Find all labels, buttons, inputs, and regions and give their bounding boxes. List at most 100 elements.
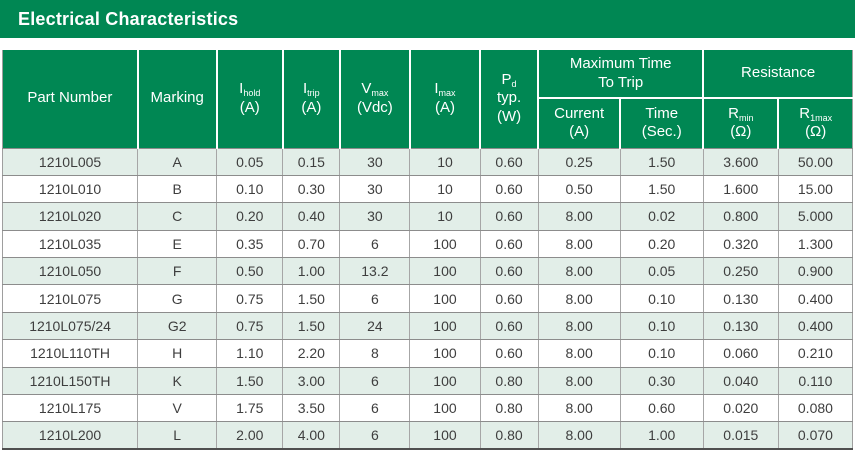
table-cell: 0.75 <box>216 284 284 313</box>
table-cell: 0.250 <box>703 257 779 286</box>
table-row: 1210L075/24 G2 0.75 1.50 24 100 0.60 8.00 0.10 0.… <box>2 312 853 341</box>
table-cell: 0.020 <box>703 394 779 423</box>
current-label: Current <box>554 104 605 122</box>
table-cell: 8.00 <box>538 230 621 259</box>
r-min-symbol: R <box>728 104 739 122</box>
r-1max-subscript: 1max <box>810 112 833 123</box>
table-cell: 50.00 <box>778 148 853 176</box>
table-cell: 1210L110TH <box>2 339 139 368</box>
table-cell: 0.02 <box>620 202 704 231</box>
table-row: 1210L150TH K 1.50 3.00 6 100 0.80 8.00 0.30 0.040… <box>2 367 853 396</box>
i-hold-symbol: I <box>239 80 244 97</box>
table-cell: A <box>137 148 218 176</box>
i-trip-subscript: trip <box>307 88 320 98</box>
table-cell: 0.70 <box>282 230 341 259</box>
table-cell: 8 <box>339 339 411 368</box>
table-cell: E <box>137 230 218 259</box>
table-cell: 8.00 <box>538 339 621 368</box>
col-header-r-min: Rmin (Ω) <box>703 97 780 149</box>
table-row: 1210L050 F 0.50 1.00 13.2 100 0.60 8.00 0.05 0.25… <box>2 257 853 286</box>
table-cell: 30 <box>339 175 411 204</box>
i-trip-symbol: I <box>302 80 308 97</box>
i-max-symbol: I <box>434 80 439 97</box>
table-cell: 0.10 <box>620 284 704 313</box>
pd-typ-label: typ. <box>496 89 522 107</box>
table-row: 1210L005 A 0.05 0.15 30 10 0.60 0.25 1.50 3.600 50… <box>2 148 853 176</box>
table-cell: 0.60 <box>480 202 539 231</box>
table-cell: 10 <box>409 148 481 176</box>
table-cell: 30 <box>339 202 411 231</box>
v-max-symbol: V <box>361 80 372 97</box>
table-cell: 0.400 <box>778 312 853 341</box>
col-header-v-max: Vmax (Vdc) <box>339 50 411 149</box>
table-cell: 0.50 <box>538 175 621 204</box>
section-title: Electrical Characteristics <box>18 8 239 29</box>
table-cell: 0.210 <box>778 339 853 368</box>
table-cell: 8.00 <box>538 284 621 313</box>
table-cell: 0.60 <box>620 394 704 423</box>
table-cell: 2.00 <box>216 421 284 450</box>
table-cell: G <box>137 284 218 313</box>
table-cell: 0.80 <box>480 421 539 450</box>
table-row: 1210L035 E 0.35 0.70 6 100 0.60 8.00 0.20 0.320 1.… <box>2 230 853 259</box>
table-row: 1210L075 G 0.75 1.50 6 100 0.60 8.00 0.10 0.130 0.… <box>2 284 853 313</box>
table-cell: 1210L075 <box>2 284 139 313</box>
table-cell: 0.60 <box>480 230 539 259</box>
table-cell: 0.15 <box>282 148 341 176</box>
table-cell: 0.10 <box>620 339 704 368</box>
table-cell: 0.900 <box>778 257 853 286</box>
table-cell: H <box>137 339 218 368</box>
col-header-time: Time (Sec.) <box>620 97 705 149</box>
table-row: 1210L200 L 2.00 4.00 6 100 0.80 8.00 1.00 0.015 0.… <box>2 421 853 450</box>
table-cell: 8.00 <box>538 421 621 450</box>
r-min-subscript: min <box>738 112 754 123</box>
table-cell: 0.060 <box>703 339 779 368</box>
time-label: Time <box>645 104 679 122</box>
table-cell: 0.75 <box>216 312 284 341</box>
table-cell: 0.080 <box>778 394 853 423</box>
table-cell: 1.75 <box>216 394 284 423</box>
table-cell: 5.000 <box>778 202 853 231</box>
table-cell: 0.015 <box>703 421 779 450</box>
table-row: 1210L010 B 0.10 0.30 30 10 0.60 0.50 1.50 1.600 15… <box>2 175 853 204</box>
pd-subscript: d <box>511 78 517 89</box>
table-cell: 0.60 <box>480 339 539 368</box>
table-cell: 6 <box>339 230 411 259</box>
table-cell: 0.60 <box>480 312 539 341</box>
group-header-resistance: Resistance <box>703 50 854 99</box>
v-max-subscript: max <box>371 88 389 98</box>
v-max-unit: (Vdc) <box>356 98 393 116</box>
table-cell: 100 <box>409 312 481 341</box>
table-cell: C <box>137 202 218 231</box>
table-cell: 0.800 <box>703 202 779 231</box>
table-cell: 8.00 <box>538 394 621 423</box>
table-cell: 100 <box>409 230 481 259</box>
group-header-max-time-to-trip: Maximum Time To Trip <box>538 50 705 99</box>
table-cell: 100 <box>409 394 481 423</box>
col-header-i-hold: Ihold (A) <box>216 50 284 149</box>
table-cell: 0.130 <box>703 312 779 341</box>
table-cell: 4.00 <box>282 421 341 450</box>
table-cell: 0.040 <box>703 367 779 396</box>
r-min-unit: (Ω) <box>730 123 752 141</box>
table-cell: 6 <box>339 367 411 396</box>
table-cell: 0.400 <box>778 284 853 313</box>
table-cell: 1210L050 <box>2 257 139 286</box>
i-max-unit: (A) <box>434 98 455 116</box>
table-body: 1210L005 A 0.05 0.15 30 10 0.60 0.25 1.50 3.600 50… <box>2 148 853 450</box>
table-cell: 1210L020 <box>2 202 139 231</box>
col-header-pd-typ: Pd typ. (W) <box>480 50 540 149</box>
r-1max-symbol: R <box>799 104 811 122</box>
table-cell: 1.50 <box>282 284 341 313</box>
table-cell: 100 <box>409 421 481 450</box>
pd-unit: (W) <box>496 108 522 126</box>
table-cell: 1.50 <box>620 148 704 176</box>
time-unit: (Sec.) <box>641 123 682 141</box>
current-unit: (A) <box>569 123 590 141</box>
header-row-top: Part Number Marking Ihold (A) Itrip (A) … <box>2 50 854 149</box>
table-cell: 3.50 <box>282 394 341 423</box>
table-cell: 6 <box>339 421 411 450</box>
table-header: Part Number Marking Ihold (A) Itrip (A) … <box>2 50 854 149</box>
table-cell: 1210L200 <box>2 421 139 450</box>
table-cell: 6 <box>339 394 411 423</box>
